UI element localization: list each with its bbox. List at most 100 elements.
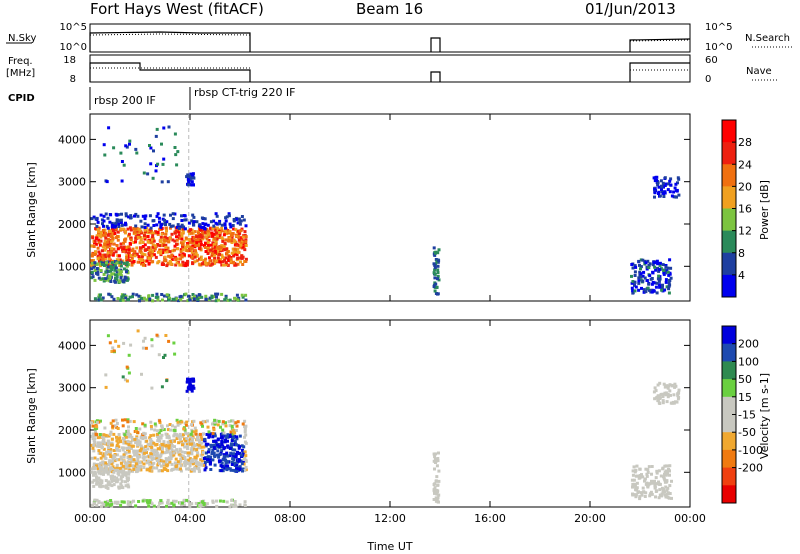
data-gate xyxy=(664,278,668,282)
data-gate xyxy=(92,259,95,262)
data-gate xyxy=(669,177,673,181)
data-gate xyxy=(92,473,95,477)
data-gate xyxy=(158,421,162,425)
data-gate xyxy=(183,227,187,231)
data-gate xyxy=(230,463,234,466)
data-gate xyxy=(112,470,116,474)
ytick-label: 4000 xyxy=(58,133,86,146)
data-gate xyxy=(241,295,245,299)
data-gate xyxy=(97,462,101,466)
data-gate xyxy=(657,401,661,405)
data-gate xyxy=(213,463,217,467)
data-gate xyxy=(170,232,174,236)
data-gate xyxy=(632,465,636,469)
data-gate xyxy=(200,423,204,426)
data-gate xyxy=(631,266,635,270)
data-gate xyxy=(187,174,191,178)
data-gate xyxy=(109,448,113,451)
data-gate xyxy=(108,220,112,224)
data-gate xyxy=(95,481,99,485)
data-gate xyxy=(149,424,153,428)
data-gate xyxy=(213,228,217,232)
data-gate xyxy=(653,265,657,269)
data-gate xyxy=(676,394,680,398)
data-gate xyxy=(147,295,151,299)
data-gate xyxy=(241,245,245,249)
data-gate xyxy=(181,227,185,231)
data-gate xyxy=(191,293,195,296)
data-gate xyxy=(663,464,667,468)
ytick-label: 1000 xyxy=(58,466,86,479)
data-gate xyxy=(634,495,638,499)
data-gate xyxy=(173,445,176,449)
data-gate xyxy=(134,236,138,240)
data-gate xyxy=(222,453,226,457)
data-gate xyxy=(163,353,167,357)
data-gate xyxy=(101,245,105,249)
data-gate xyxy=(640,473,643,477)
data-gate xyxy=(235,467,238,471)
data-gate xyxy=(199,458,203,462)
data-gate xyxy=(137,255,141,259)
data-gate xyxy=(187,451,191,455)
data-gate xyxy=(663,288,667,292)
data-gate xyxy=(217,419,221,423)
data-gate xyxy=(229,257,233,261)
data-gate xyxy=(182,239,186,243)
data-gate xyxy=(166,428,170,432)
data-gate xyxy=(93,437,97,441)
data-gate xyxy=(219,246,223,249)
data-gate xyxy=(216,292,220,296)
data-gate xyxy=(110,441,114,445)
data-gate xyxy=(647,465,651,469)
data-gate xyxy=(672,190,676,194)
data-gate xyxy=(203,217,207,221)
data-gate xyxy=(194,239,198,243)
data-gate xyxy=(178,501,182,505)
data-gate xyxy=(435,464,439,468)
data-gate xyxy=(148,228,152,232)
cpid-label: CPID xyxy=(8,93,35,104)
data-gate xyxy=(436,292,440,296)
data-gate xyxy=(110,261,114,265)
data-gate xyxy=(147,504,151,508)
data-gate xyxy=(119,276,123,280)
data-gate xyxy=(630,263,634,266)
data-gate xyxy=(110,479,114,483)
data-gate xyxy=(436,268,440,272)
data-gate xyxy=(159,225,163,229)
data-gate xyxy=(641,258,645,262)
data-gate xyxy=(190,219,194,223)
data-gate xyxy=(654,495,657,499)
data-gate xyxy=(120,212,123,216)
data-gate xyxy=(95,478,99,482)
data-gate xyxy=(96,436,100,440)
data-gate xyxy=(193,455,197,459)
data-gate xyxy=(243,500,247,504)
data-gate xyxy=(119,503,123,507)
data-gate xyxy=(156,447,160,451)
data-gate xyxy=(101,296,105,300)
data-gate xyxy=(93,466,97,470)
data-gate xyxy=(148,499,152,503)
colorbar-tick-label: -200 xyxy=(738,462,763,475)
data-gate xyxy=(121,418,124,422)
data-gate xyxy=(186,377,190,381)
data-gate xyxy=(190,447,194,451)
data-gate xyxy=(199,255,203,259)
data-gate xyxy=(432,246,436,250)
data-gate xyxy=(155,466,159,470)
data-gate xyxy=(211,250,215,254)
data-gate xyxy=(233,469,237,473)
data-gate xyxy=(236,262,240,266)
data-gate xyxy=(102,470,106,474)
data-gate xyxy=(106,439,110,443)
data-gate xyxy=(92,245,96,248)
data-gate xyxy=(174,499,178,503)
data-gate xyxy=(124,144,128,148)
data-gate xyxy=(168,226,172,230)
data-gate xyxy=(211,252,215,256)
data-gate xyxy=(139,446,143,450)
data-gate xyxy=(175,163,179,167)
data-gate xyxy=(240,254,244,258)
